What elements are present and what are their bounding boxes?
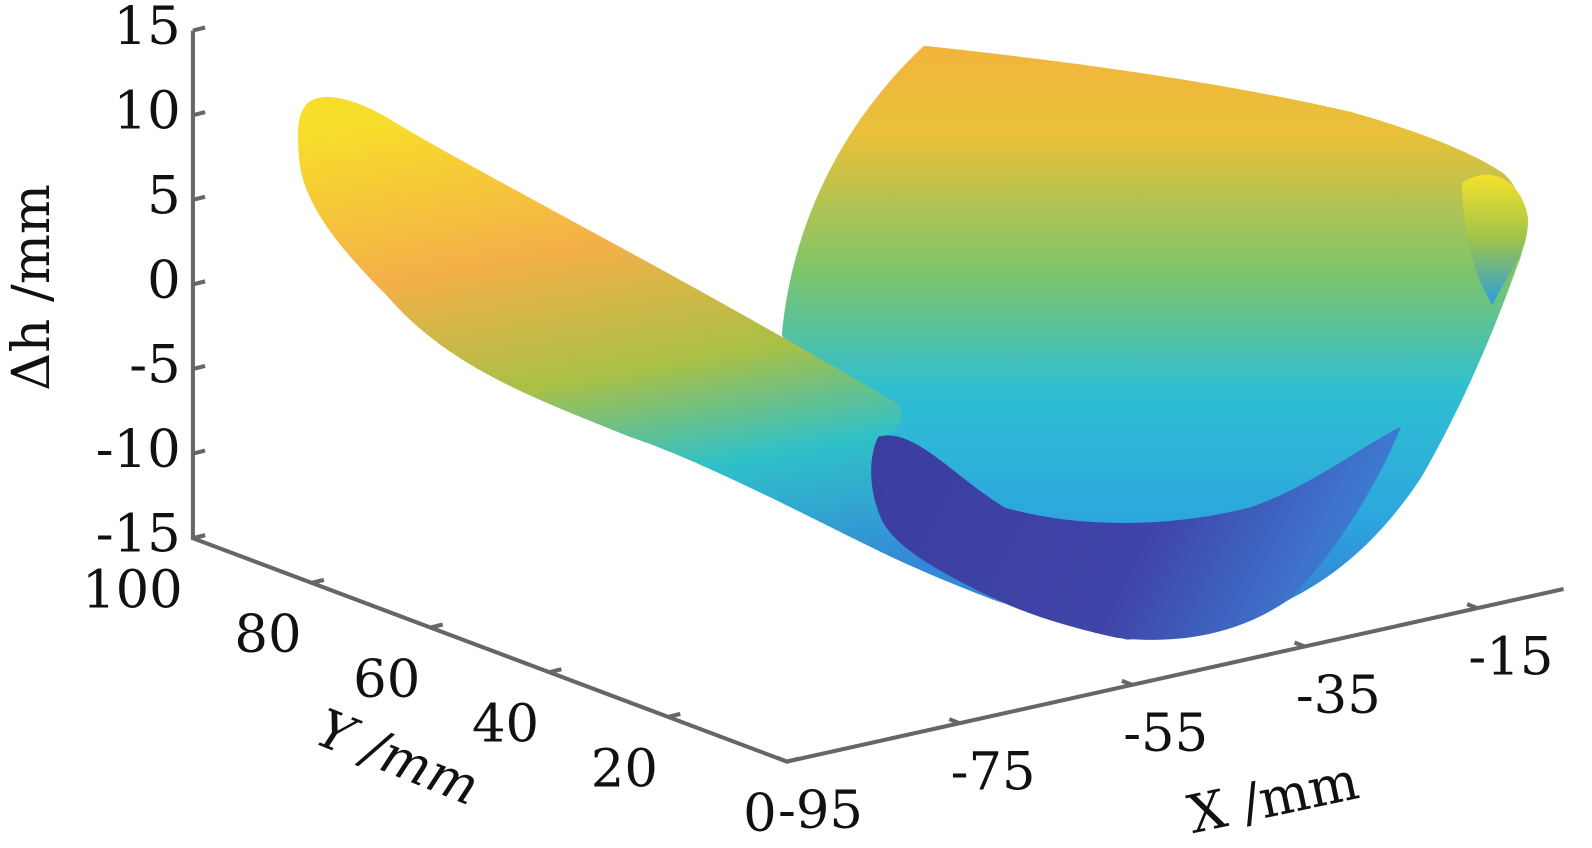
z-tick <box>192 110 206 118</box>
y-tick <box>192 533 206 541</box>
y-tick <box>548 667 562 675</box>
y-tick-label: 60 <box>353 649 420 710</box>
y-tick-label: 100 <box>82 560 183 621</box>
x-tick-label: -55 <box>1123 703 1208 764</box>
z-tick <box>192 25 206 33</box>
z-axis-label: Δh /mm <box>1 184 62 391</box>
x-tick <box>1121 678 1133 687</box>
y-tick-label: 20 <box>591 738 658 799</box>
y-tick-label: 40 <box>472 694 539 755</box>
y-tick <box>311 577 325 585</box>
z-tick <box>192 279 206 287</box>
x-tick <box>948 717 961 726</box>
z-tick-label: 15 <box>114 0 181 57</box>
y-tick <box>786 756 800 764</box>
y-tick <box>667 711 681 719</box>
surface-end <box>1462 174 1529 305</box>
z-tick-label: 10 <box>114 81 181 142</box>
x-tick-label: -15 <box>1468 626 1553 687</box>
y-tick <box>429 622 444 630</box>
z-tick <box>192 194 206 202</box>
z-tick-label: -10 <box>96 419 181 480</box>
x-tick <box>1293 640 1306 649</box>
y-axis-label: Y /mm <box>307 698 487 818</box>
z-tick-label: 5 <box>147 165 181 226</box>
y-tick-label: 80 <box>234 604 301 665</box>
z-tick-label: 0 <box>147 250 181 311</box>
x-axis-label: X /mm <box>1183 751 1364 846</box>
surface-low <box>871 426 1402 640</box>
x-tick-label: -95 <box>778 780 863 841</box>
z-tick <box>192 363 206 371</box>
surface-front <box>297 96 1006 605</box>
x-tick-label: -35 <box>1296 665 1381 726</box>
x-tick <box>1466 602 1479 611</box>
surface <box>297 45 1529 640</box>
x-tick-label: -75 <box>951 742 1036 803</box>
z-tick-label: -5 <box>129 335 180 396</box>
z-tick <box>192 448 206 456</box>
z-tick-label: -15 <box>96 504 181 565</box>
y-tick-label: 0 <box>743 783 777 844</box>
x-tick <box>775 755 788 764</box>
